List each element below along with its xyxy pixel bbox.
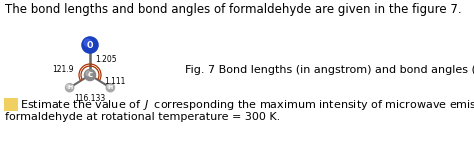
Circle shape bbox=[108, 85, 111, 88]
Text: 116.133: 116.133 bbox=[74, 94, 106, 103]
Text: 121.9: 121.9 bbox=[53, 65, 74, 74]
Text: Estimate the value of  $J$  corresponding the maximum intensity of microwave emi: Estimate the value of $J$ corresponding … bbox=[20, 98, 474, 112]
Text: O: O bbox=[87, 41, 93, 50]
Circle shape bbox=[67, 85, 70, 88]
Text: Fig. 7 Bond lengths (in angstrom) and bond angles (in degree) of H₂CO: Fig. 7 Bond lengths (in angstrom) and bo… bbox=[185, 65, 474, 75]
Text: H: H bbox=[67, 85, 72, 90]
Text: C: C bbox=[87, 72, 92, 78]
Text: 1.205: 1.205 bbox=[95, 56, 117, 65]
Text: formaldehyde at rotational temperature = 300 K.: formaldehyde at rotational temperature =… bbox=[5, 112, 280, 122]
Circle shape bbox=[106, 83, 115, 92]
Text: The bond lengths and bond angles of formaldehyde are given in the figure 7.: The bond lengths and bond angles of form… bbox=[5, 3, 462, 16]
Circle shape bbox=[86, 71, 91, 76]
Circle shape bbox=[84, 69, 96, 81]
Circle shape bbox=[65, 83, 74, 92]
Text: 1.111: 1.111 bbox=[104, 77, 126, 86]
Text: H: H bbox=[108, 85, 113, 90]
FancyBboxPatch shape bbox=[4, 98, 18, 111]
Circle shape bbox=[84, 39, 91, 46]
Circle shape bbox=[82, 37, 98, 53]
